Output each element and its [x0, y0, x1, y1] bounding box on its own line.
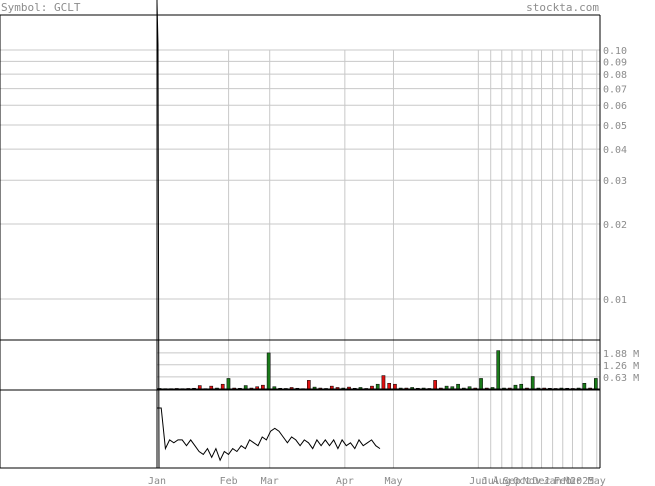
volume-bar — [226, 378, 231, 390]
price-tick-label: 0.07 — [603, 85, 627, 96]
chart-frame — [0, 0, 601, 469]
date-tick-label: May — [588, 476, 606, 486]
axis-labels: 0.100.09 0.08 0.07 0.06 0.05 0.04 0.03 0.02 0.01… — [148, 46, 639, 486]
site-link[interactable]: stockta.com — [526, 1, 599, 14]
date-tick-label: Dec — [533, 476, 551, 486]
date-tick-label: May — [384, 476, 402, 486]
price-tick-label: 0.10 — [603, 46, 627, 57]
volume-bar — [513, 384, 518, 390]
indicator-line — [157, 407, 381, 462]
date-tick-label: 2025 — [570, 476, 594, 486]
date-tick-label: Jan — [148, 476, 166, 486]
date-tick-label: Feb — [554, 476, 572, 486]
date-tick-label: Jul — [482, 476, 500, 486]
volume-bar — [479, 378, 483, 390]
volume-bar — [197, 385, 202, 390]
price-tick-label: 0.09 — [603, 57, 627, 68]
volume-bars — [157, 350, 600, 390]
price-tick-label: 0.04 — [603, 145, 627, 156]
date-tick-label: Mar — [261, 476, 279, 486]
price-tick-label: 0.06 — [603, 101, 627, 112]
date-tick-label: Aug — [493, 476, 511, 486]
volume-tick-label: 1.26 M — [603, 361, 639, 372]
volume-bar — [306, 380, 311, 390]
volume-bar — [375, 383, 380, 390]
indicator-line-path — [157, 407, 381, 462]
date-tick-label: Jun — [469, 476, 487, 486]
volume-bar — [433, 380, 437, 390]
volume-bar — [582, 382, 587, 390]
volume-tick-label: 0.63 M — [603, 373, 639, 384]
volume-bar — [519, 383, 524, 390]
date-tick-label: Jan — [544, 476, 562, 486]
volume-bar — [456, 383, 460, 390]
price-tick-label: 0.03 — [603, 176, 627, 187]
price-tick-label: 0.01 — [603, 295, 627, 306]
symbol-label: Symbol: GCLT — [1, 1, 81, 14]
grid-lines — [0, 49, 600, 468]
volume-bar — [393, 383, 397, 390]
volume-bar — [387, 382, 392, 390]
price-tick-label: 0.02 — [603, 220, 627, 231]
volume-bar — [496, 350, 501, 390]
volume-tick-label: 1.88 M — [603, 349, 639, 360]
volume-bar — [261, 384, 265, 390]
date-tick-label: Apr — [336, 476, 354, 486]
volume-bar — [243, 385, 248, 390]
date-tick-label: Oct — [513, 476, 531, 486]
volume-bar — [220, 383, 225, 390]
price-tick-label: 0.05 — [603, 121, 627, 132]
date-tick-label: Sep — [503, 476, 521, 486]
date-tick-label: Feb — [220, 476, 238, 486]
volume-bar — [594, 378, 598, 390]
volume-bar — [530, 376, 535, 390]
date-tick-label: Mar — [563, 476, 581, 486]
volume-bar — [381, 375, 386, 390]
date-tick-label: Nov — [523, 476, 541, 486]
volume-bar — [266, 352, 271, 390]
price-tick-label: 0.08 — [603, 70, 627, 81]
